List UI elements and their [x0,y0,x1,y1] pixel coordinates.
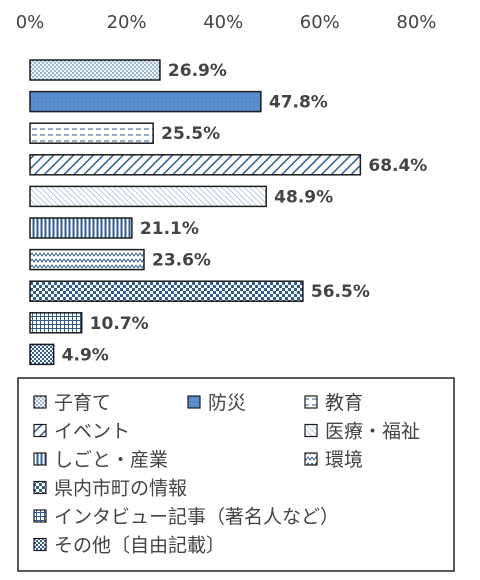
legend-label: 子育て [54,392,111,414]
data-label: 47.8% [269,93,328,113]
data-label: 25.5% [161,124,220,144]
bar [29,122,154,144]
legend-swatch [33,537,47,552]
x-tick-label: 0% [16,12,45,33]
data-label: 56.5% [311,282,370,302]
bar [29,343,55,366]
legend-label: しごと・産業 [54,449,168,471]
data-label: 4.9% [62,345,109,365]
legend-label: 県内市町の情報 [54,478,187,500]
bar [29,59,161,81]
legend-swatch [304,423,318,438]
bar [29,217,133,239]
legend-label: イベント [54,421,130,443]
x-axis-ticks: 0% 20% 40% 60% 80% [16,12,437,33]
legend-label: 環境 [325,449,363,471]
data-label: 48.9% [274,187,333,207]
legend-swatch [33,480,47,495]
data-label: 21.1% [140,219,199,239]
data-label: 68.4% [368,156,427,176]
bars [29,59,362,366]
x-tick-label: 20% [107,12,147,33]
bar [29,154,362,176]
legend-label: インタビュー記事（著名人など） [54,506,339,528]
legend-swatch [304,395,318,409]
bar [29,90,262,113]
legend-swatch [33,395,47,409]
data-label: 26.9% [168,61,227,81]
x-tick-label: 80% [396,12,436,33]
legend-swatch [187,395,201,409]
data-labels: 26.9% 47.8% 25.5% 68.4% 48.9% 21.1% 23.6% 56.5%… [62,61,428,365]
legend-label: 医療・福祉 [325,421,420,443]
x-tick-label: 60% [300,12,340,33]
legend-box [17,377,455,572]
data-label: 23.6% [152,251,211,271]
data-label: 10.7% [90,314,149,334]
legend-swatch [33,452,47,466]
x-tick-label: 40% [203,12,243,33]
bar [29,312,83,334]
bar [29,185,267,208]
legend-swatch [304,452,318,466]
legend-label: その他〔自由記載〕 [54,535,225,557]
bar [29,248,145,271]
bar [29,280,304,302]
legend-swatch [33,423,47,438]
legend-label: 教育 [325,392,363,414]
legend-label: 防災 [208,392,246,414]
legend-swatch [33,509,47,523]
